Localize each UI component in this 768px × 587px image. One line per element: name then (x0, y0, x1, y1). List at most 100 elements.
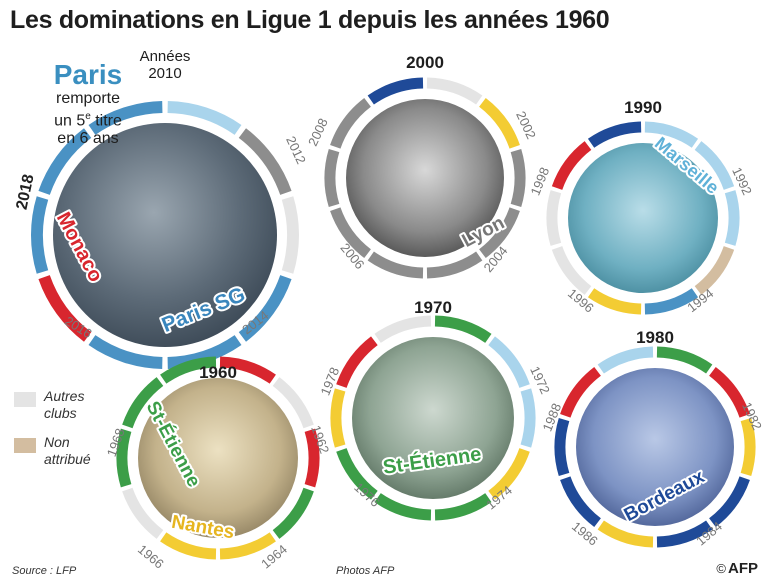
season-rings (30, 77, 756, 560)
afp-wordmark: AFP (728, 560, 758, 577)
legend-label-non-attribue: Non attribué (44, 434, 134, 468)
year-label-2002: 2002 (513, 109, 539, 142)
photo-disc-1970 (352, 337, 514, 499)
ring-segment-0-7 (30, 196, 49, 274)
ring-segment-5-1 (272, 377, 314, 429)
photo-discs (53, 99, 734, 538)
ring-segment-3-7 (330, 388, 346, 448)
afp-logo: © AFP (716, 560, 758, 577)
ring-segment-2-2 (724, 190, 740, 246)
photo-disc-1960 (138, 378, 298, 538)
ring-segment-4-6 (560, 476, 602, 528)
ring-segment-5-7 (116, 428, 132, 488)
ring-segment-5-0 (219, 356, 276, 384)
ring-segment-4-1 (708, 366, 750, 418)
ring-segment-3-3 (488, 447, 530, 500)
callout-sup: e (85, 111, 91, 122)
ring-segment-0-1 (238, 128, 292, 196)
ring-segment-4-0 (656, 346, 713, 374)
legend-label-autres-clubs: Autres clubs (44, 388, 134, 422)
ring-segment-2-6 (551, 245, 592, 295)
decade-label-2010-l2: 2010 (148, 65, 181, 82)
year-label-1996: 1996 (565, 286, 597, 316)
callout-line-2: un 5e titre (18, 108, 158, 130)
ring-segment-3-1 (488, 336, 530, 389)
year-label-2018: 2018 (14, 173, 38, 211)
decade-label-1990: 1990 (624, 98, 662, 117)
legend-swatch-non-attribue (14, 438, 36, 453)
photo-disc-2000 (346, 99, 504, 257)
ring-segment-4-4 (656, 520, 713, 548)
ring-segment-1-6 (330, 207, 372, 259)
ring-segment-0-8 (38, 128, 92, 196)
decade-label-1970: 1970 (414, 298, 452, 317)
year-label-1974: 1974 (483, 483, 515, 513)
ring-segment-5-4 (219, 532, 276, 560)
ring-segment-4-7 (554, 417, 570, 477)
ring-segment-0-3 (238, 274, 292, 342)
decade-label-1980: 1980 (636, 328, 674, 347)
ring-segment-3-8 (336, 336, 378, 389)
year-label-2012: 2012 (283, 134, 309, 167)
callout-city: Paris (53, 59, 123, 90)
legend-label-non: Non (44, 434, 70, 450)
decade-label-2010-l1: Années (140, 48, 191, 65)
ring-segment-1-0 (426, 77, 483, 105)
ring-segment-5-6 (122, 487, 164, 539)
ring-segment-5-3 (272, 487, 314, 539)
legend-swatch-autres-clubs (14, 392, 36, 407)
ring-segment-2-1 (694, 141, 735, 191)
ring-segment-3-0 (434, 315, 492, 343)
ring-segment-5-5 (160, 532, 217, 560)
ring-segment-1-1 (478, 97, 520, 149)
callout-line-2a: un 5 (54, 112, 86, 130)
ring-segment-5-9 (160, 356, 217, 384)
ring-segment-1-2 (510, 148, 526, 208)
ring-segment-3-2 (520, 388, 536, 448)
photo-disc-2010 (53, 123, 277, 347)
decade-labels: Années 2010 2000 1990 1970 1980 1960 (140, 48, 674, 382)
ring-segment-0-9 (88, 101, 163, 135)
ring-segment-2-4 (644, 288, 699, 315)
callout-line-3: en 6 ans (57, 130, 119, 148)
ring-segment-2-0 (644, 121, 699, 148)
photo-disc-1980 (576, 368, 734, 526)
ring-segment-2-5 (587, 288, 642, 315)
ring-segment-2-7 (546, 190, 562, 246)
copyright-symbol: © (716, 561, 726, 576)
ring-segment-3-4 (434, 493, 492, 521)
ring-segment-1-4 (426, 251, 483, 279)
legend-label-autres: Autres (44, 388, 85, 404)
year-label-1976: 1976 (351, 479, 383, 509)
ring-segment-4-5 (597, 520, 654, 548)
photo-disc-1990 (568, 143, 718, 293)
callout-line-1: remporte (55, 90, 121, 107)
ring-segment-5-8 (122, 377, 164, 429)
ring-segment-1-5 (367, 251, 424, 279)
decade-label-2000: 2000 (406, 53, 444, 72)
ring-segment-1-7 (324, 148, 340, 208)
ring-segment-4-2 (740, 417, 756, 477)
year-label-1998: 1998 (527, 165, 552, 197)
ring-segment-2-3 (694, 245, 735, 295)
year-label-1966: 1966 (135, 542, 167, 572)
legend-label-clubs: clubs (44, 405, 77, 421)
ring-segment-4-9 (597, 346, 654, 374)
page-title: Les dominations en Ligue 1 depuis les an… (10, 6, 610, 34)
ring-segment-1-3 (478, 207, 520, 259)
legend-label-attribue: attribué (44, 451, 91, 467)
ring-segment-0-5 (88, 335, 163, 369)
ring-segment-0-2 (281, 196, 300, 274)
callout-line-2b: titre (90, 112, 122, 130)
year-label-2008: 2008 (305, 116, 331, 149)
ring-segment-0-4 (167, 335, 242, 369)
ring-segment-0-0 (167, 101, 242, 135)
ring-segment-3-9 (374, 315, 432, 343)
ring-segment-0-6 (38, 274, 92, 342)
ring-segment-1-9 (367, 77, 424, 105)
ring-segment-5-2 (304, 428, 320, 488)
ring-segment-2-9 (587, 121, 642, 148)
ring-segment-3-6 (336, 447, 378, 500)
ring-segment-1-8 (330, 97, 372, 149)
